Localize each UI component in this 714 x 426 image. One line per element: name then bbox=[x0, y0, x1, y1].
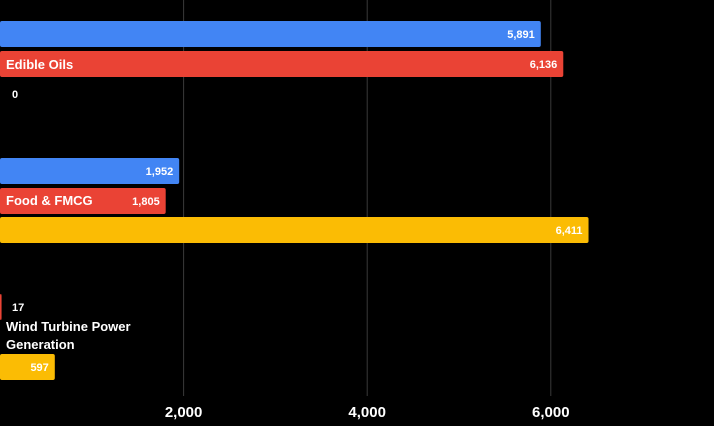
bar bbox=[0, 188, 166, 214]
x-axis-ticks: 2,000 4,000 6,000 bbox=[165, 404, 570, 421]
data-label: 1,952 bbox=[146, 166, 174, 178]
category-label: Food & FMCG bbox=[6, 193, 93, 208]
data-label: 0 bbox=[12, 89, 18, 101]
data-label: 597 bbox=[30, 362, 48, 374]
x-tick-label: 6,000 bbox=[532, 404, 570, 421]
bar-layer bbox=[0, 21, 589, 380]
category-label: Wind Turbine Power Generation bbox=[6, 319, 131, 352]
data-label: 6,411 bbox=[556, 225, 583, 237]
bar bbox=[0, 51, 564, 77]
x-tick-label: 2,000 bbox=[165, 404, 203, 421]
data-label: 6,136 bbox=[530, 59, 558, 71]
data-label: 17 bbox=[12, 302, 24, 314]
bar bbox=[0, 294, 2, 320]
bar bbox=[0, 158, 180, 184]
data-label: 5,891 bbox=[507, 29, 535, 41]
data-label: 1,805 bbox=[132, 196, 160, 208]
bar bbox=[0, 21, 541, 47]
label-layer: 5,891 6,136 0 1,952 1,805 6,411 17 597 Edible Oi… bbox=[6, 29, 583, 374]
bar bbox=[0, 354, 55, 380]
category-label: Edible Oils bbox=[6, 57, 73, 72]
bar bbox=[0, 217, 589, 243]
x-tick-label: 4,000 bbox=[348, 404, 386, 421]
